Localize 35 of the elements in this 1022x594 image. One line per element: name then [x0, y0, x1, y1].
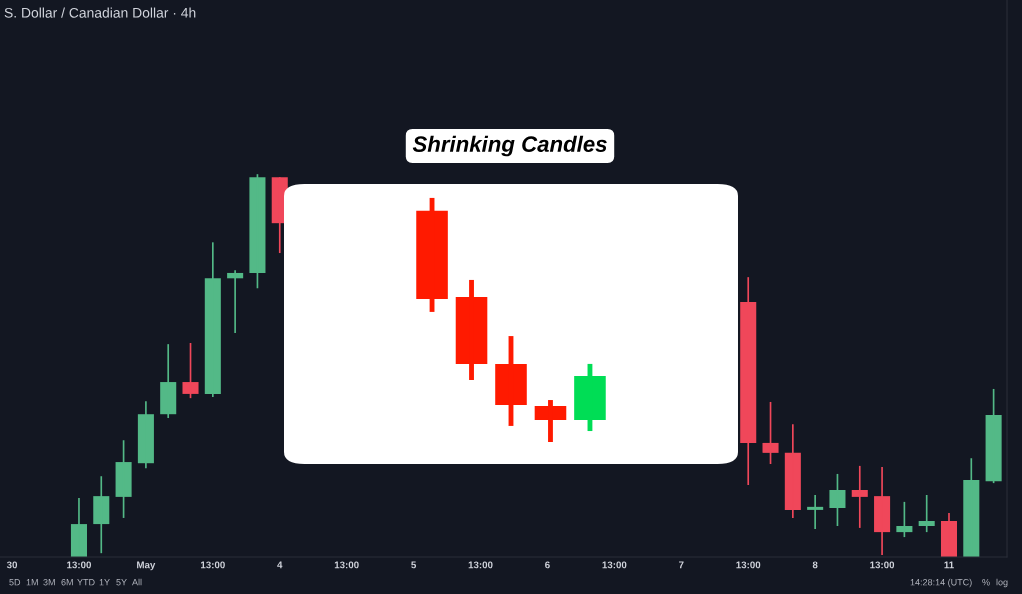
candlestick: [829, 473, 846, 527]
candlestick: [182, 342, 199, 399]
chart-title: S. Dollar / Canadian Dollar · 4h: [4, 7, 196, 18]
text: All: [132, 578, 142, 586]
x-tick-label: 13:00: [334, 561, 359, 569]
text: 5D: [9, 579, 21, 586]
x-tick-label: 5: [411, 561, 417, 569]
chart-title: Shrinking Candles: [412, 135, 607, 157]
x-tick-label: 13:00: [736, 561, 761, 569]
x-tick-label: 13:00: [67, 561, 92, 569]
x-tick-label: 7: [679, 561, 684, 569]
text: %: [982, 579, 990, 586]
x-tick-label: 30: [6, 561, 18, 569]
candlestick: [896, 501, 913, 538]
x-tick-label: May: [137, 561, 156, 571]
text: 6M: [61, 579, 73, 586]
candlestick: [985, 388, 1002, 484]
x-tick-label: 11: [944, 561, 954, 569]
candlestick: [249, 173, 266, 290]
text: 5Y: [116, 579, 127, 586]
text: log: [996, 578, 1008, 588]
text: 1Y: [99, 579, 110, 586]
candlestick: [762, 401, 779, 465]
text: 1M: [26, 579, 38, 586]
x-tick-label: 4: [277, 561, 283, 569]
x-tick-label: 13:00: [870, 561, 895, 569]
x-tick-label: 13:00: [201, 561, 225, 569]
text: 3M: [43, 579, 55, 586]
x-tick-label: 8: [812, 561, 818, 569]
text: 14:28:14 (UTC): [910, 578, 972, 588]
x-tick-label: 6: [545, 561, 550, 569]
x-tick-label: 13:00: [602, 561, 627, 569]
text: YTD: [77, 579, 95, 586]
candlestick: [115, 439, 132, 519]
x-tick-label: 13:00: [468, 561, 493, 569]
